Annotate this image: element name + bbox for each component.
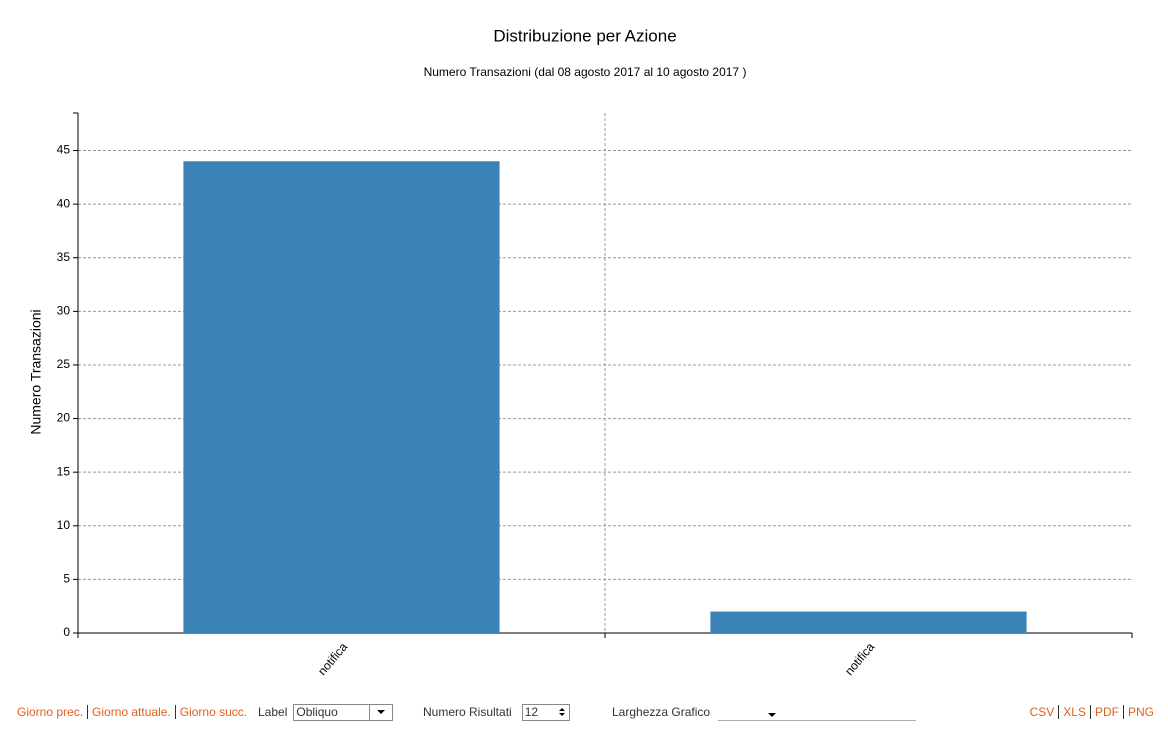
x-tick-label: notifica: [315, 640, 350, 678]
nav-link[interactable]: Giorno prec.: [17, 705, 84, 719]
input-value: 12: [524, 705, 539, 719]
field-label: Larghezza Grafico: [612, 705, 711, 719]
export-link[interactable]: PNG: [1122, 705, 1158, 719]
nav-links: Giorno prec. Giorno attuale. Giorno succ…: [13, 703, 251, 721]
chart-title: Distribuzione per Azione: [493, 26, 676, 45]
export-link[interactable]: CSV: [1029, 705, 1055, 719]
y-tick-label: 40: [57, 196, 71, 210]
y-tick-label: 15: [57, 464, 71, 478]
y-tick-label: 5: [63, 572, 70, 586]
y-tick-label: 25: [57, 357, 71, 371]
width-field: Larghezza Grafico: [612, 703, 917, 721]
export-links: CSV XLS PDF PNG: [1026, 703, 1158, 721]
width-select[interactable]: [718, 703, 917, 721]
y-axis-label: Numero Transazioni: [28, 309, 44, 434]
export-link[interactable]: XLS: [1058, 705, 1090, 719]
select-button[interactable]: [369, 704, 392, 720]
bar: [710, 611, 1027, 633]
results-input[interactable]: 12: [521, 703, 570, 721]
field-label: Numero Risultati: [423, 705, 512, 719]
y-tick-label: 0: [63, 625, 70, 639]
select-value: Obliquo: [296, 705, 338, 719]
spinner[interactable]: [555, 708, 569, 716]
field-label: Label: [258, 705, 288, 719]
results-field: Numero Risultati 12: [423, 703, 570, 721]
nav-link[interactable]: Giorno attuale.: [87, 705, 175, 719]
chart: Distribuzione per Azione Numero Transazi…: [28, 26, 1133, 678]
export-link[interactable]: PDF: [1089, 705, 1123, 719]
bar: [183, 161, 500, 633]
label-field: Label Obliquo: [258, 703, 394, 721]
nav-link[interactable]: Giorno succ.: [174, 705, 251, 719]
chart-subtitle: Numero Transazioni (dal 08 agosto 2017 a…: [424, 65, 747, 79]
x-tick-label: notifica: [842, 640, 877, 678]
y-tick-label: 35: [57, 250, 71, 264]
y-tick-label: 20: [57, 411, 71, 425]
y-tick-label: 30: [57, 304, 71, 318]
label-select[interactable]: Obliquo: [293, 703, 394, 721]
y-tick-label: 10: [57, 518, 71, 532]
y-tick-label: 45: [57, 143, 71, 157]
